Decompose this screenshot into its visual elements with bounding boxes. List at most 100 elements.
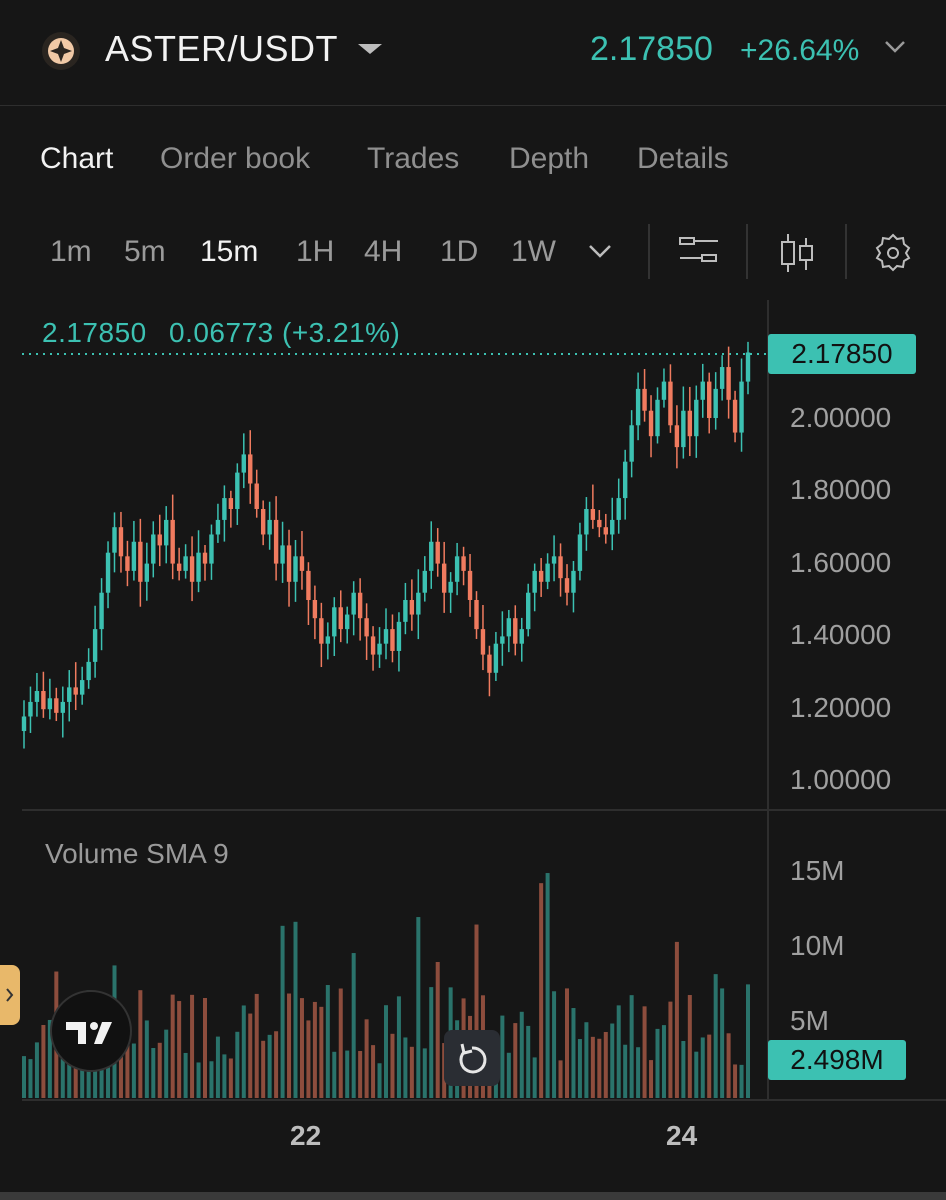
tab-order-book[interactable]: Order book (160, 142, 311, 175)
candle-body (241, 454, 246, 473)
top-bar (0, 0, 946, 106)
volume-bar (299, 998, 304, 1098)
pair-selector[interactable]: ASTER/USDT (105, 28, 339, 69)
reset-chart-button[interactable] (444, 1030, 500, 1086)
candle-body (564, 578, 570, 593)
y-tick: 1.40000 (790, 619, 892, 650)
settings-icon[interactable] (874, 232, 912, 272)
volume-bar (707, 1034, 712, 1098)
tradingview-logo-icon[interactable] (50, 990, 132, 1072)
y-tick: 1.00000 (790, 764, 892, 795)
volume-bar (241, 1005, 246, 1098)
last-price-tag: 2.17850 (768, 334, 916, 374)
volume-bar (720, 988, 725, 1098)
volume-tick: 5M (790, 1005, 829, 1036)
volume-bar (377, 1063, 382, 1098)
y-tick: 1.80000 (790, 474, 892, 505)
indicators-icon[interactable] (678, 232, 720, 272)
volume-bar (28, 1059, 33, 1098)
volume-bar (125, 1044, 130, 1098)
candle-body (629, 425, 634, 462)
volume-bar (209, 1061, 214, 1098)
candle-body (138, 541, 143, 582)
candle-body (648, 410, 654, 437)
candle-body (700, 381, 705, 400)
toolbar-divider (845, 224, 847, 279)
candle-body (571, 570, 576, 593)
volume-bar (306, 1020, 311, 1098)
candle-body (558, 556, 563, 579)
volume-bar (526, 1025, 531, 1098)
interval-15m[interactable]: 15m (200, 235, 259, 268)
interval-5m[interactable]: 5m (124, 235, 166, 268)
volume-bar (733, 1064, 738, 1098)
volume-bar (519, 1011, 524, 1098)
candle-body (34, 691, 40, 702)
candle-body (176, 563, 182, 571)
y-tick: 2.00000 (790, 402, 892, 433)
volume-bar (681, 1041, 686, 1098)
candle-body (151, 534, 156, 564)
volume-bar (409, 1046, 414, 1098)
tab-details[interactable]: Details (637, 142, 729, 175)
volume-bar (500, 1015, 505, 1098)
candle-body (513, 618, 518, 644)
volume-bar (435, 961, 440, 1098)
candle-body (616, 498, 621, 520)
interval-4h[interactable]: 4H (364, 235, 403, 268)
interval-1h[interactable]: 1H (296, 235, 335, 268)
volume-bar (474, 924, 479, 1098)
candle-body (260, 509, 266, 535)
candle-body (687, 410, 693, 437)
candle-body (519, 629, 524, 644)
volume-bar (687, 995, 692, 1098)
volume-bar (345, 1050, 350, 1098)
candle-body (41, 691, 46, 710)
caret-down-icon[interactable] (358, 44, 382, 54)
volume-bar (558, 1060, 563, 1098)
volume-bar (700, 1037, 705, 1098)
volume-bar (364, 1019, 369, 1098)
candle-body (235, 472, 240, 509)
price-chart[interactable] (0, 300, 946, 1120)
candle-body (448, 581, 453, 593)
legend-price: 2.17850 (42, 317, 147, 348)
candle-body (590, 509, 596, 520)
candle-body (429, 541, 434, 571)
candle-body (668, 381, 673, 426)
interval-1d[interactable]: 1D (440, 235, 479, 268)
candle-body (390, 629, 395, 651)
candle-body (54, 698, 59, 713)
candle-body (441, 563, 447, 593)
volume-bar (312, 1001, 317, 1098)
candle-body (500, 636, 505, 644)
volume-bar (228, 1058, 233, 1098)
candle-body (131, 541, 137, 571)
candlestick-series (21, 341, 751, 749)
interval-1w[interactable]: 1W (511, 235, 556, 268)
interval-1m[interactable]: 1m (50, 235, 92, 268)
side-panel-toggle[interactable] (0, 965, 20, 1025)
legend-change: 0.06773 (+3.21%) (169, 317, 401, 348)
more-intervals-chevron-icon[interactable] (588, 243, 612, 259)
candle-body (351, 592, 356, 615)
volume-bar (636, 1047, 641, 1098)
candle-body (293, 556, 298, 582)
candle-body (377, 643, 382, 655)
volume-bar (571, 1008, 576, 1098)
volume-tick: 15M (790, 855, 845, 886)
chevron-down-icon[interactable] (884, 40, 906, 54)
candle-body (622, 461, 628, 499)
candle-body (183, 556, 188, 571)
volume-bar (47, 1019, 52, 1098)
volume-bar (157, 1042, 162, 1098)
volume-bar (261, 1040, 266, 1098)
tab-chart[interactable]: Chart (40, 142, 114, 175)
tab-depth[interactable]: Depth (509, 142, 590, 175)
candle-body (538, 570, 544, 582)
tab-trades[interactable]: Trades (367, 142, 460, 175)
candle-body (409, 600, 415, 615)
volume-bar (254, 993, 259, 1098)
candle-type-icon[interactable] (778, 232, 816, 274)
candle-body (603, 527, 608, 535)
